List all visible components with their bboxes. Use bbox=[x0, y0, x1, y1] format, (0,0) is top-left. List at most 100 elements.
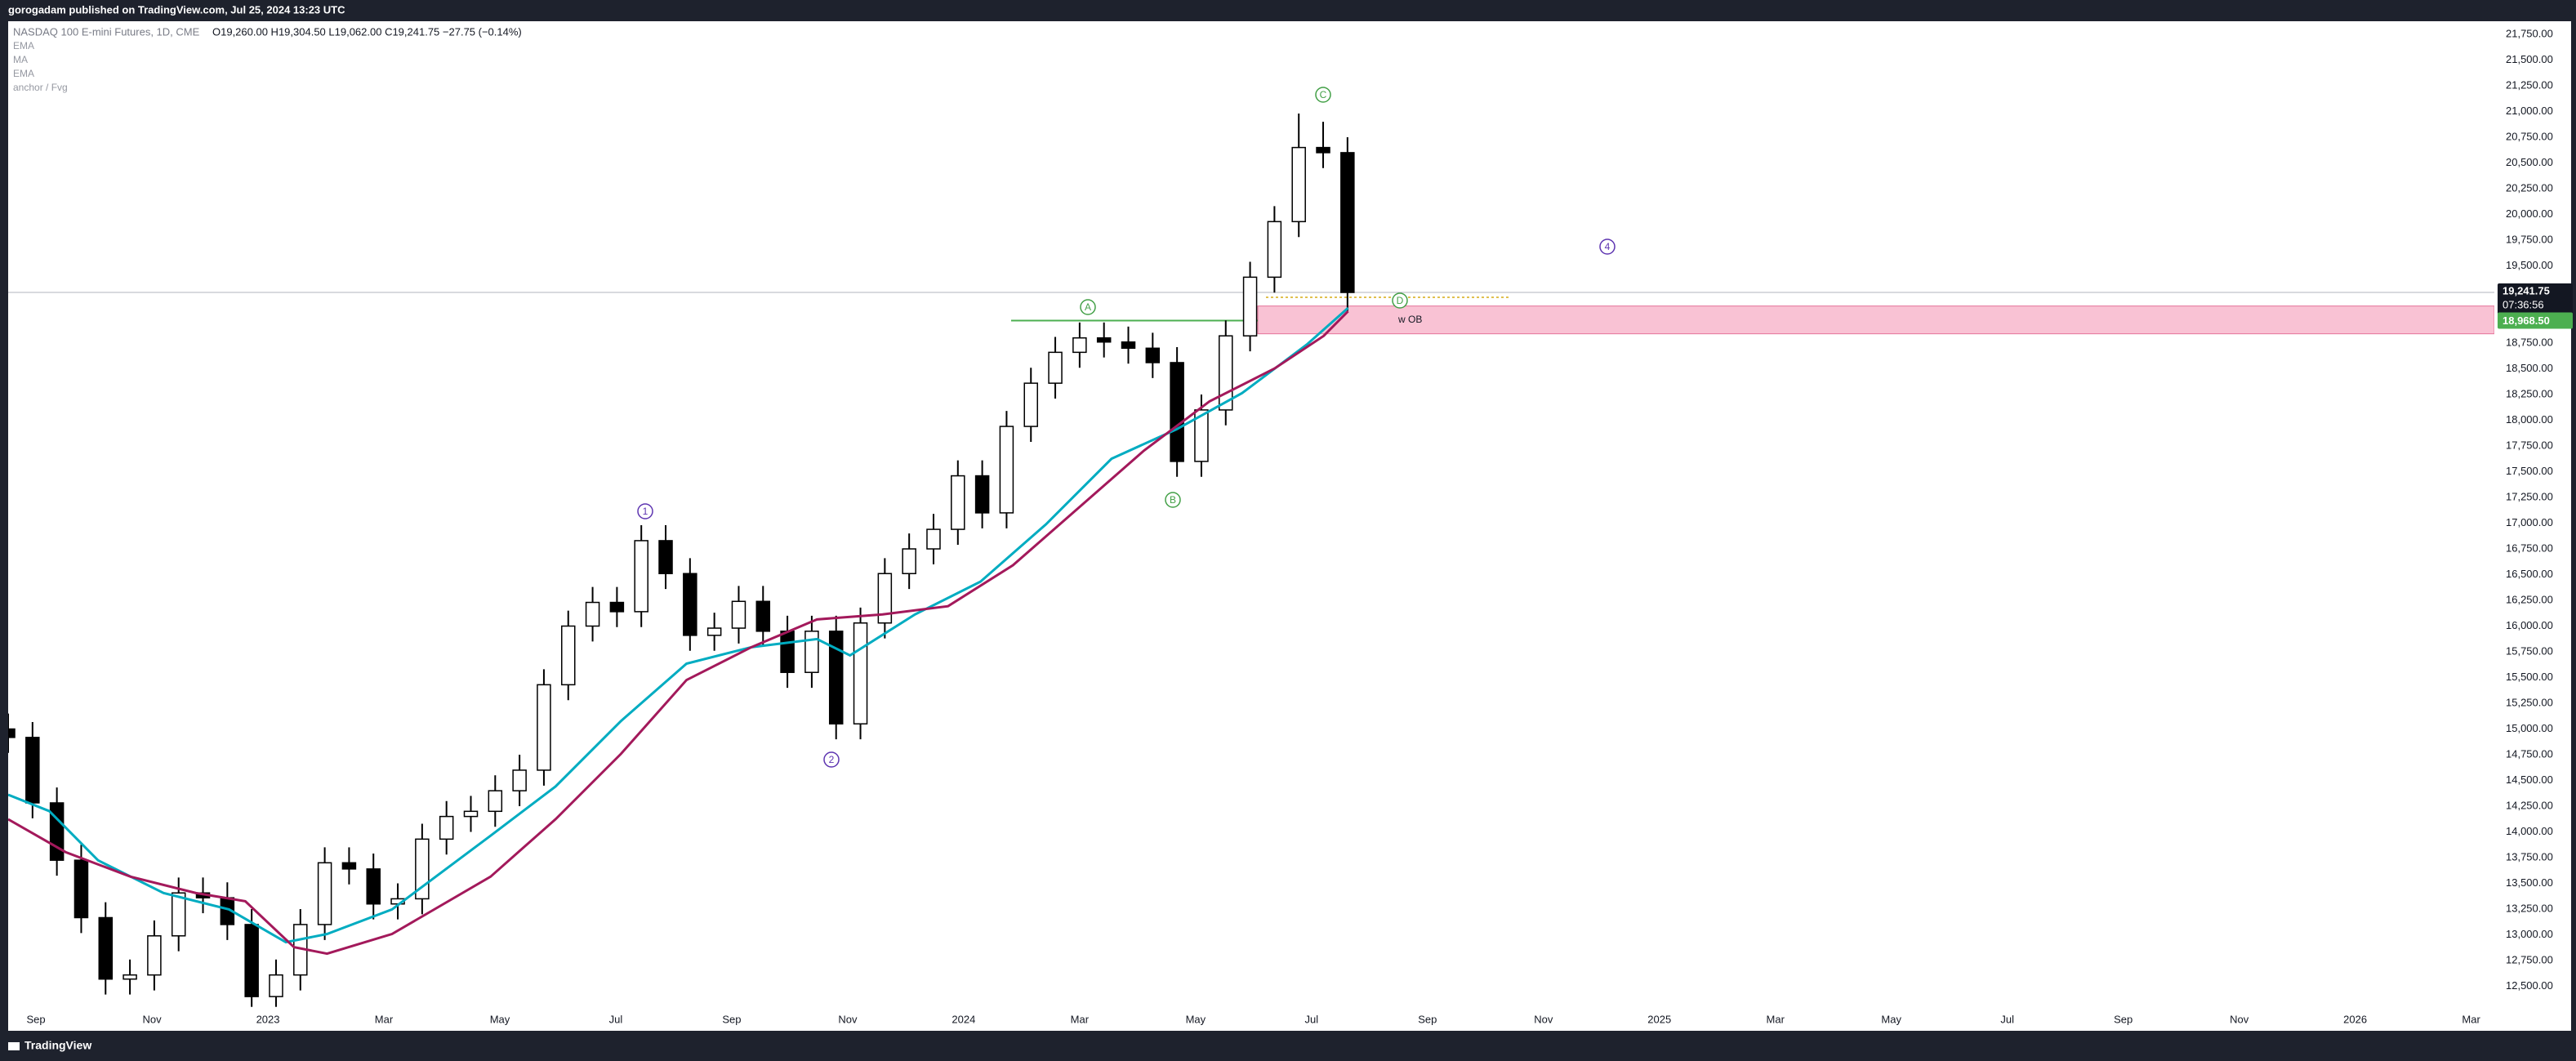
wave-circle bbox=[1599, 239, 1616, 255]
candle-body bbox=[561, 625, 576, 686]
y-tick-label: 20,250.00 bbox=[2506, 181, 2553, 194]
wave-circle bbox=[1392, 292, 1408, 309]
y-tick-label: 17,000.00 bbox=[2506, 516, 2553, 528]
candle-body bbox=[171, 892, 186, 937]
y-tick-label: 20,750.00 bbox=[2506, 130, 2553, 142]
y-tick-label: 21,750.00 bbox=[2506, 27, 2553, 39]
candle-body bbox=[1121, 341, 1136, 350]
x-tick-label: Sep bbox=[2114, 1013, 2133, 1025]
chart-area bbox=[8, 21, 2571, 1031]
y-tick-label: 13,750.00 bbox=[2506, 850, 2553, 863]
candle-body bbox=[1023, 382, 1038, 427]
wave-circle bbox=[823, 751, 840, 768]
candle-body bbox=[1072, 337, 1087, 354]
y-tick-label: 13,000.00 bbox=[2506, 928, 2553, 940]
candle-body bbox=[1048, 351, 1063, 384]
y-tick-label: 15,750.00 bbox=[2506, 644, 2553, 657]
x-tick-label: Mar bbox=[375, 1013, 394, 1025]
y-tick-label: 19,500.00 bbox=[2506, 259, 2553, 271]
wave-circle bbox=[1165, 492, 1181, 508]
y-tick-label: 15,000.00 bbox=[2506, 722, 2553, 734]
y-tick-label: 17,500.00 bbox=[2506, 465, 2553, 477]
wave-label: 4 bbox=[1605, 241, 1611, 252]
candle-body bbox=[1096, 337, 1112, 343]
candle-body bbox=[1291, 146, 1306, 223]
x-tick-label: Sep bbox=[1418, 1013, 1437, 1025]
price-label: 19,241.75 bbox=[2502, 284, 2550, 296]
candle-body bbox=[706, 627, 722, 636]
candle-body bbox=[463, 810, 479, 818]
candle-body bbox=[1145, 347, 1161, 363]
candle-body bbox=[902, 548, 916, 575]
x-tick-label: May bbox=[1881, 1013, 1901, 1025]
candle-body bbox=[269, 974, 283, 997]
countdown: 07:36:56 bbox=[2502, 298, 2544, 310]
y-tick-label: 15,500.00 bbox=[2506, 671, 2553, 683]
legend-entry: MA bbox=[13, 54, 28, 65]
candle-body bbox=[98, 916, 114, 980]
y-tick-label: 18,000.00 bbox=[2506, 413, 2553, 426]
symbol: NASDAQ 100 E-mini Futures, 1D, CME bbox=[13, 25, 200, 38]
candle-body bbox=[780, 631, 795, 673]
wave-circle bbox=[1080, 299, 1096, 315]
logo-icon bbox=[8, 1042, 20, 1050]
y-tick-label: 16,750.00 bbox=[2506, 542, 2553, 554]
x-tick-label: Sep bbox=[722, 1013, 741, 1025]
x-tick-label: Jul bbox=[609, 1013, 623, 1025]
y-tick-label: 14,750.00 bbox=[2506, 747, 2553, 760]
y-tick-label: 13,250.00 bbox=[2506, 902, 2553, 914]
y-tick-label: 19,750.00 bbox=[2506, 233, 2553, 245]
candle-body bbox=[804, 631, 819, 673]
y-tick-label: 17,750.00 bbox=[2506, 439, 2553, 451]
y-tick-label: 18,750.00 bbox=[2506, 336, 2553, 348]
candle-body bbox=[8, 728, 16, 738]
x-tick-label: 2023 bbox=[256, 1013, 280, 1025]
x-tick-label: 2025 bbox=[1647, 1013, 1671, 1025]
publisher: gorogadam published on TradingView.com, … bbox=[8, 3, 345, 16]
x-tick-label: Mar bbox=[1767, 1013, 1785, 1025]
candle-body bbox=[1316, 146, 1330, 154]
x-tick-label: Sep bbox=[27, 1013, 46, 1025]
x-tick-label: Jul bbox=[1305, 1013, 1319, 1025]
wave-label: C bbox=[1320, 89, 1327, 100]
wave-label: D bbox=[1397, 295, 1404, 306]
x-tick-label: 2024 bbox=[952, 1013, 975, 1025]
wave-label: 1 bbox=[643, 506, 648, 517]
y-tick-label: 14,500.00 bbox=[2506, 773, 2553, 786]
price-box bbox=[2498, 283, 2573, 315]
legend-entry: anchor / Fvg bbox=[13, 82, 68, 93]
candle-body bbox=[317, 862, 332, 925]
candle-body bbox=[731, 600, 747, 629]
candle-body bbox=[683, 573, 697, 636]
y-tick-label: 12,750.00 bbox=[2506, 953, 2553, 965]
x-tick-label: Nov bbox=[838, 1013, 858, 1025]
x-tick-label: Jul bbox=[2000, 1013, 2014, 1025]
candle-body bbox=[853, 622, 868, 724]
plot: w OB bbox=[8, 114, 2494, 1007]
footer-logo: TradingView bbox=[25, 1039, 91, 1052]
y-tick-label: 13,500.00 bbox=[2506, 876, 2553, 889]
y-tick-label: 16,000.00 bbox=[2506, 619, 2553, 631]
wave-circle bbox=[637, 503, 653, 519]
y-tick-label: 20,000.00 bbox=[2506, 207, 2553, 220]
candle-body bbox=[1340, 152, 1355, 293]
y-tick-label: 14,000.00 bbox=[2506, 825, 2553, 837]
candle-body bbox=[828, 631, 844, 724]
y-tick-label: 20,500.00 bbox=[2506, 156, 2553, 168]
zone bbox=[1257, 305, 2494, 335]
level-label: 18,968.50 bbox=[2502, 314, 2550, 327]
y-tick-label: 21,000.00 bbox=[2506, 105, 2553, 117]
x-tick-label: May bbox=[1186, 1013, 1206, 1025]
candle-body bbox=[951, 475, 965, 530]
x-tick-label: Nov bbox=[142, 1013, 162, 1025]
candle-body bbox=[585, 601, 600, 627]
candle-body bbox=[999, 426, 1014, 514]
candle-body bbox=[123, 974, 137, 980]
candle-body bbox=[926, 528, 941, 550]
x-tick-label: Nov bbox=[1534, 1013, 1553, 1025]
indicator-line bbox=[8, 306, 1349, 944]
x-tick-label: Mar bbox=[2462, 1013, 2480, 1025]
y-tick-label: 16,250.00 bbox=[2506, 593, 2553, 605]
